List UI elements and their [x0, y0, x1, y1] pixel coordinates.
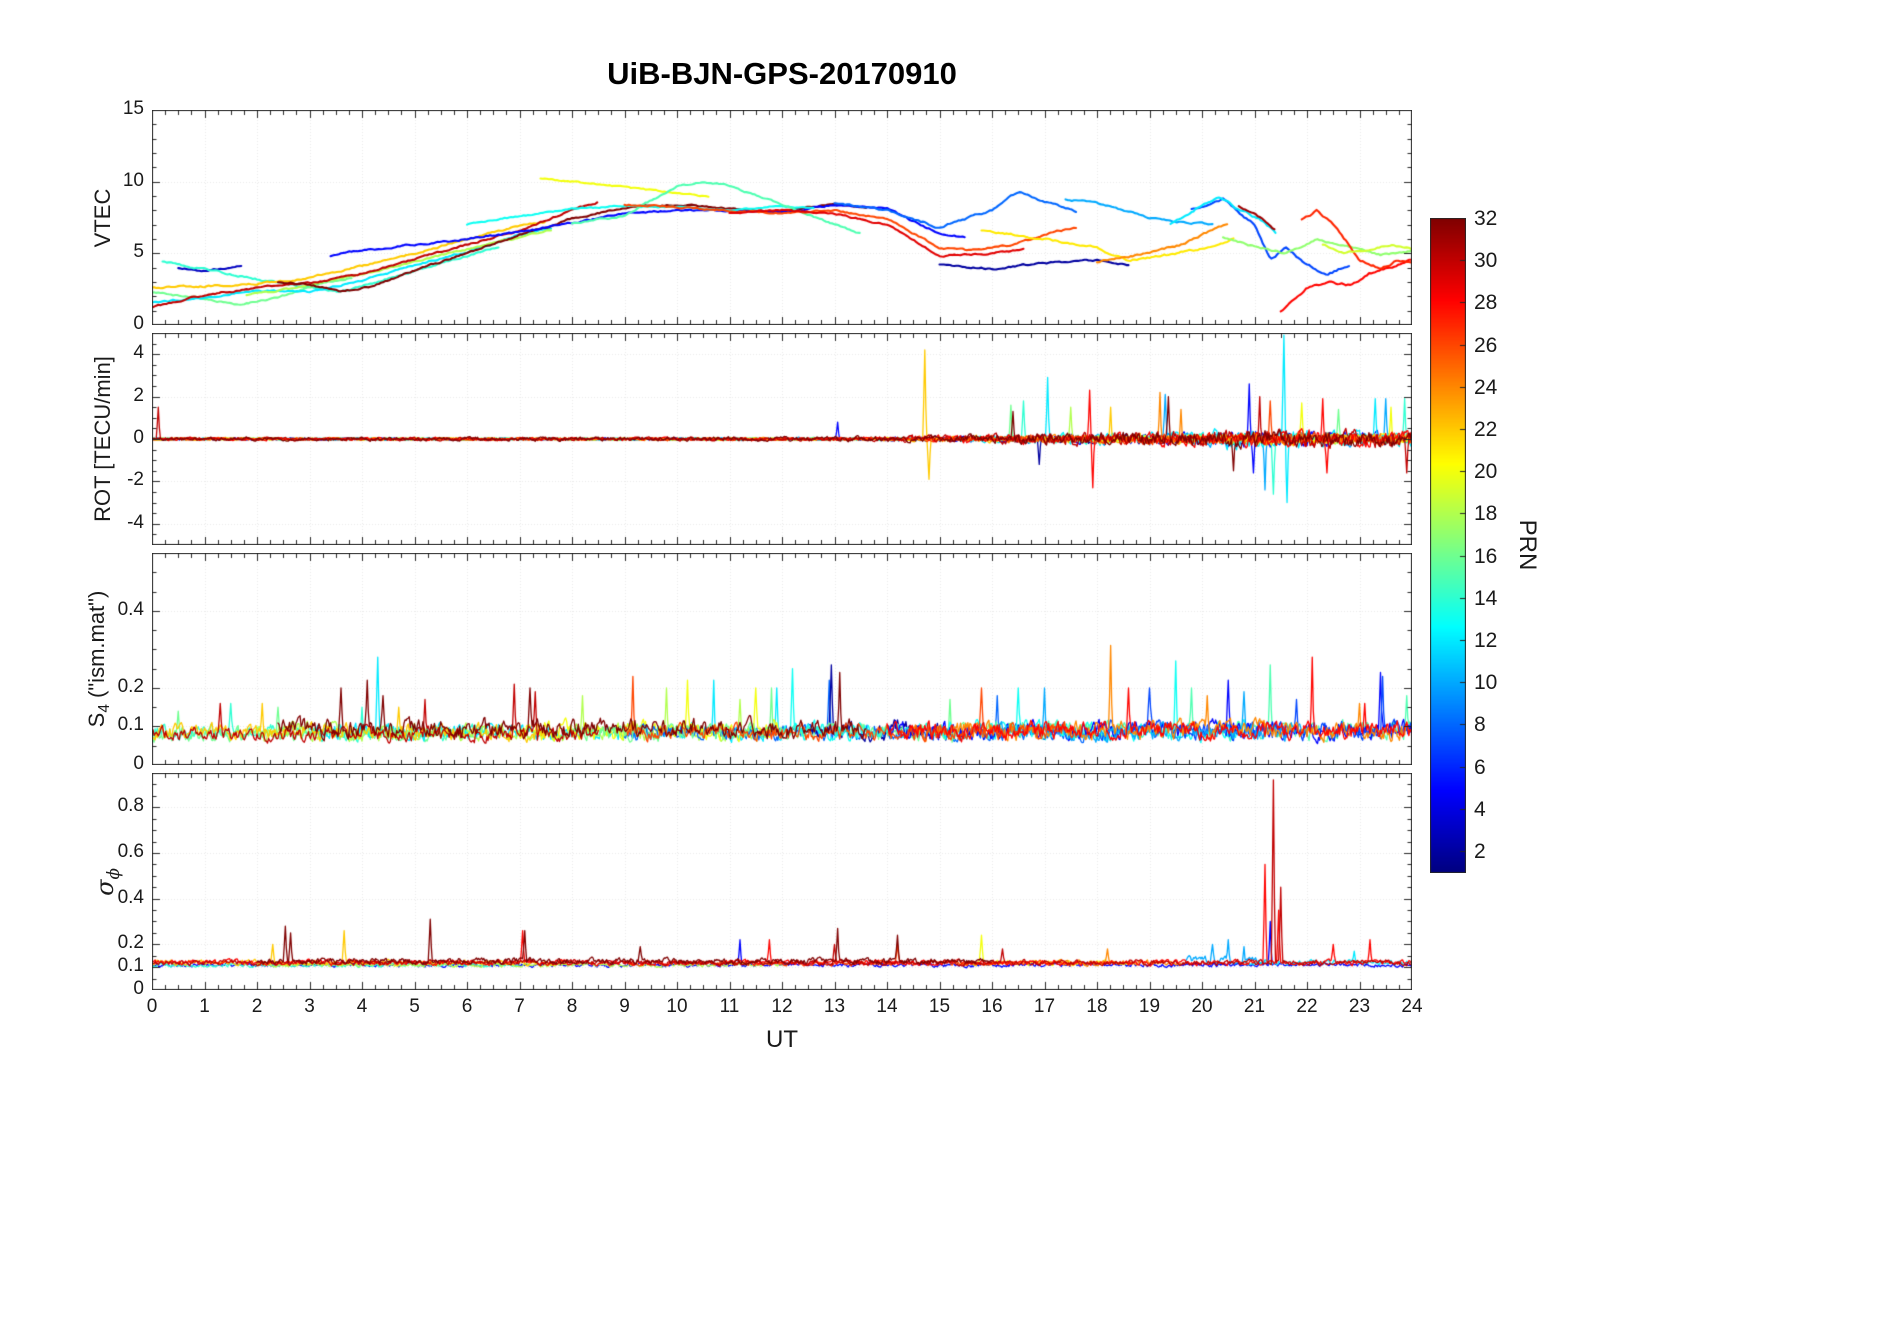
- colorbar-tick-label: 10: [1474, 670, 1498, 694]
- y-tick-label: 0.8: [117, 795, 144, 817]
- x-tick-label: 0: [146, 996, 158, 1017]
- colorbar-tick-label: 4: [1474, 797, 1486, 821]
- x-tick-label: 21: [1243, 996, 1266, 1017]
- x-tick-label: 7: [514, 996, 525, 1017]
- colorbar-tick-label: 26: [1474, 333, 1498, 357]
- y-tick-label: 0.1: [117, 714, 144, 736]
- y-tick-label: -4: [127, 511, 144, 533]
- y-tick-label: 0.2: [117, 675, 144, 697]
- y-tick-label: 15: [122, 98, 144, 119]
- x-tick-label: 14: [876, 996, 898, 1017]
- y-tick-label: 0: [133, 313, 144, 334]
- vtec-plot-canvas: [152, 110, 1412, 325]
- x-tick-label: 23: [1348, 996, 1371, 1017]
- x-tick-label: 19: [1138, 996, 1161, 1017]
- chart-title: UiB-BJN-GPS-20170910: [607, 56, 957, 91]
- x-tick-label: 5: [409, 996, 420, 1017]
- rot-plot-canvas: [152, 333, 1412, 545]
- colorbar-label: PRN: [1514, 519, 1541, 571]
- colorbar-tick-label: 2: [1474, 839, 1486, 863]
- vtec-axis-label: VTEC: [90, 189, 116, 248]
- x-tick-label: 9: [619, 996, 630, 1017]
- x-tick-label: 20: [1191, 996, 1213, 1017]
- x-tick-label: 2: [251, 996, 263, 1017]
- colorbar-tick-label: 28: [1474, 290, 1498, 314]
- s4-plot-canvas: [152, 553, 1412, 765]
- x-tick-label: 4: [356, 996, 368, 1017]
- y-tick-label: 0.6: [117, 840, 144, 862]
- y-tick-label: 0: [133, 427, 144, 448]
- x-tick-label: 8: [566, 996, 578, 1017]
- y-tick-label: 0.1: [117, 955, 144, 977]
- y-tick-label: 2: [133, 384, 144, 406]
- x-tick-label: 11: [719, 996, 740, 1017]
- colorbar-tick-label: 6: [1474, 755, 1486, 779]
- x-tick-label: 1: [199, 996, 210, 1017]
- colorbar-tick-label: 14: [1474, 586, 1498, 610]
- x-tick-label: 22: [1296, 996, 1318, 1017]
- sigma-phi-plot-canvas: [152, 773, 1412, 990]
- y-tick-label: 4: [133, 342, 144, 364]
- y-tick-label: 0.4: [117, 886, 144, 908]
- s4-axis-label-sub: 4: [96, 704, 114, 713]
- x-tick-label: 15: [928, 996, 951, 1017]
- x-tick-label: 24: [1401, 996, 1423, 1017]
- y-tick-label: 0: [133, 978, 144, 999]
- colorbar-tick-label: 16: [1474, 544, 1498, 568]
- colorbar-tick-label: 8: [1474, 712, 1486, 736]
- x-tick-label: 18: [1086, 996, 1108, 1017]
- x-tick-label: 17: [1033, 996, 1056, 1017]
- x-axis-label: UT: [766, 1026, 798, 1053]
- y-tick-label: 0.2: [117, 932, 144, 954]
- x-tick-label: 16: [981, 996, 1003, 1017]
- colorbar-tick-label: 22: [1474, 417, 1498, 441]
- y-tick-label: -2: [127, 469, 144, 491]
- y-tick-label: 0.4: [117, 598, 144, 620]
- x-tick-label: 13: [823, 996, 846, 1017]
- y-tick-label: 0: [133, 753, 144, 774]
- colorbar-tick-label: 24: [1474, 375, 1498, 399]
- vtec-axis-label-text: VTEC: [90, 188, 115, 248]
- colorbar-tick-label: 12: [1474, 628, 1498, 652]
- colorbar-tick-label: 30: [1474, 248, 1498, 272]
- x-tick-label: 12: [771, 996, 793, 1017]
- prn-colorbar: [1430, 218, 1466, 873]
- colorbar-tick-label: 32: [1474, 206, 1498, 230]
- x-tick-label: 3: [304, 996, 315, 1017]
- y-tick-label: 5: [133, 241, 144, 263]
- y-tick-label: 10: [122, 169, 144, 191]
- colorbar-tick-label: 18: [1474, 501, 1498, 525]
- colorbar-tick-label: 20: [1474, 459, 1498, 483]
- x-tick-label: 10: [666, 996, 688, 1017]
- sigma-axis-label-sub: ϕ: [102, 868, 123, 880]
- x-tick-label: 6: [461, 996, 473, 1017]
